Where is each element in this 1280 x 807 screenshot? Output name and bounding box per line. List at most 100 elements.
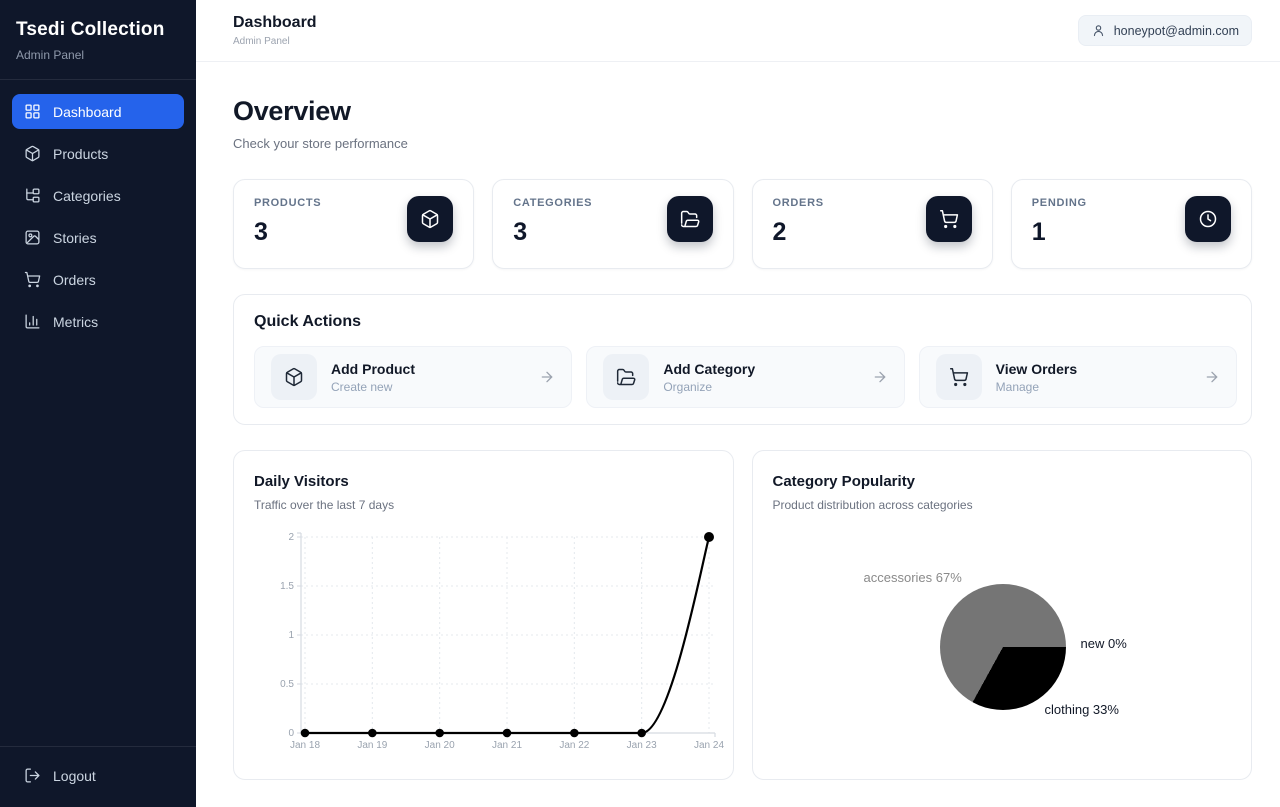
pie-label-new: new 0% [1080,636,1127,651]
stat-label: PRODUCTS [254,197,322,209]
sidebar: Tsedi Collection Admin Panel Dashboard [0,0,196,807]
quick-action-subtitle: Organize [663,379,713,394]
user-icon [1091,23,1106,38]
page-title: Dashboard [233,14,317,31]
stat-card-categories: CATEGORIES 3 [492,179,734,269]
folder-tree-icon [24,187,41,204]
chart-title: Category Popularity [772,473,916,490]
stat-value: 1 [1031,218,1046,246]
daily-visitors-line-chart: 0 0.5 1 1.5 2 Jan 18 Jan 19 Jan 20 Jan 21 Jan 22 J… [254,524,724,756]
user-email: honeypot@admin.com [1113,23,1239,38]
quick-actions-grid: Add Product Create new [254,346,1237,408]
folder-open-icon [666,196,713,242]
quick-action-subtitle: Create new [331,379,393,394]
svg-text:Jan 23: Jan 23 [627,740,657,751]
quick-action-add-category[interactable]: Add Category Organize [586,346,905,408]
quick-action-text: Add Category Organize [663,361,755,394]
pie-label-accessories: accessories 67% [863,570,962,585]
cart-icon [24,271,41,288]
brand-block: Tsedi Collection Admin Panel [0,0,196,80]
sidebar-item-categories[interactable]: Categories [12,178,184,213]
svg-text:Jan 19: Jan 19 [357,740,387,751]
quick-action-view-orders[interactable]: View Orders Manage [918,346,1237,408]
arrow-right-icon [539,369,555,385]
stat-label: PENDING [1031,197,1087,209]
quick-action-subtitle: Manage [995,379,1040,394]
svg-text:2: 2 [288,532,294,543]
logout-icon [24,767,41,784]
sidebar-item-label: Dashboard [53,103,122,120]
svg-text:1.5: 1.5 [280,581,294,592]
sidebar-footer: Logout [0,746,196,807]
overview-title: Overview [233,96,351,126]
cart-icon [925,196,972,242]
stat-value: 3 [513,218,528,246]
sidebar-item-label: Categories [53,187,121,204]
sidebar-item-label: Stories [53,229,97,246]
svg-text:0.5: 0.5 [280,679,294,690]
arrow-right-icon [1204,369,1220,385]
quick-action-text: Add Product Create new [331,361,415,394]
category-pie-chart: accessories 67% new 0% clothing 33% [773,514,1232,764]
clock-icon [1185,196,1231,242]
quick-action-title: Add Product [331,360,415,377]
stat-card-products: PRODUCTS 3 [233,179,475,269]
chart-subtitle: Traffic over the last 7 days [254,498,395,512]
page-subtitle: Admin Panel [233,36,290,47]
chart-subtitle: Product distribution across categories [772,498,973,512]
svg-text:Jan 20: Jan 20 [425,740,455,751]
sidebar-item-metrics[interactable]: Metrics [12,304,184,339]
svg-text:Jan 22: Jan 22 [559,740,589,751]
stats-grid: PRODUCTS 3 CATEGORIES 3 [233,179,1252,269]
sidebar-item-orders[interactable]: Orders [12,262,184,297]
image-icon [24,229,41,246]
sidebar-item-products[interactable]: Products [12,136,184,171]
topbar: Dashboard Admin Panel honeypot@admin.com [196,0,1280,62]
main-area: Dashboard Admin Panel honeypot@admin.com… [196,0,1280,807]
svg-text:0: 0 [288,728,294,739]
package-icon [407,196,454,242]
overview-subtitle: Check your store performance [233,136,408,151]
pie-graphic [939,584,1066,710]
svg-text:Jan 24: Jan 24 [694,740,724,751]
sidebar-item-label: Orders [53,271,96,288]
quick-action-add-product[interactable]: Add Product Create new [254,346,573,408]
user-badge[interactable]: honeypot@admin.com [1077,15,1252,46]
arrow-right-icon [872,369,888,385]
stat-value: 3 [254,218,268,246]
logout-button[interactable]: Logout [12,758,184,793]
pie-label-clothing: clothing 33% [1044,702,1119,717]
quick-action-text: View Orders Manage [996,361,1077,394]
dashboard-grid-icon [24,103,41,120]
charts-row: Daily Visitors Traffic over the last 7 d… [233,450,1252,780]
stat-value: 2 [772,218,787,246]
sidebar-nav: Dashboard Products [0,80,196,353]
cart-icon [935,354,982,400]
quick-actions-card: Quick Actions Add Product Create new [233,294,1252,425]
logout-label: Logout [53,767,96,784]
quick-actions-title: Quick Actions [254,313,361,330]
stat-label: CATEGORIES [513,197,593,209]
chart-title: Daily Visitors [254,473,349,490]
brand-subtitle: Admin Panel [16,48,85,62]
content: Overview Check your store performance PR… [196,62,1280,780]
brand-title: Tsedi Collection [16,19,165,40]
svg-text:1: 1 [288,630,294,641]
bar-chart-icon [24,313,41,330]
package-icon [271,354,317,400]
package-icon [24,145,41,162]
sidebar-item-dashboard[interactable]: Dashboard [12,94,184,129]
svg-text:Jan 21: Jan 21 [492,740,522,751]
quick-action-title: Add Category [663,360,756,377]
stat-label: ORDERS [772,197,824,209]
stat-card-orders: ORDERS 2 [751,179,993,269]
folder-open-icon [603,354,650,400]
category-popularity-card: Category Popularity Product distribution… [751,450,1252,780]
svg-text:Jan 18: Jan 18 [290,740,320,751]
sidebar-item-label: Products [53,145,109,162]
topbar-title-block: Dashboard Admin Panel [233,14,317,47]
quick-action-title: View Orders [995,360,1078,377]
sidebar-item-stories[interactable]: Stories [12,220,184,255]
stat-card-pending: PENDING 1 [1010,179,1252,269]
